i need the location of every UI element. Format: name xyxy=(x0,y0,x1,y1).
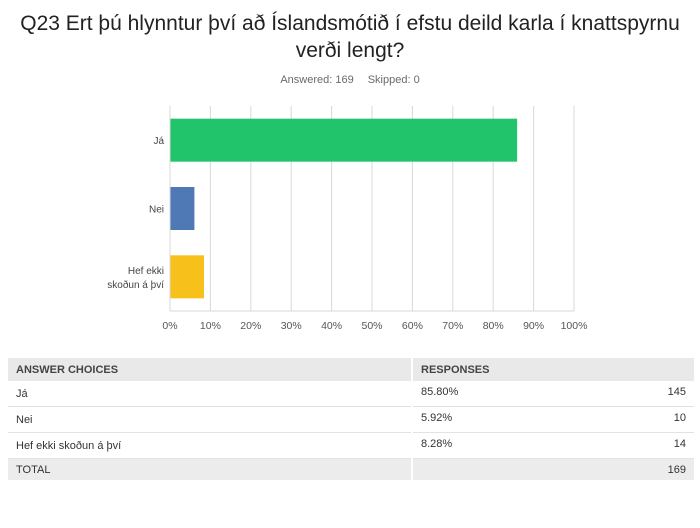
bar-3 xyxy=(170,255,204,299)
total-label: TOTAL xyxy=(8,458,413,480)
header-responses: RESPONSES xyxy=(412,358,694,381)
results-table: ANSWER CHOICES RESPONSES Já 85.80% 145 N… xyxy=(8,358,694,480)
response-cell: 5.92% 10 xyxy=(412,406,694,433)
total-row: TOTAL 169 xyxy=(8,458,694,480)
x-tick-label: 60% xyxy=(402,320,423,332)
response-cell: 8.28% 14 xyxy=(412,432,694,459)
response-percent: 85.80% xyxy=(421,386,459,398)
answer-choice-nei: Nei xyxy=(8,406,413,433)
table-row: Já 85.80% 145 xyxy=(8,381,694,407)
x-tick-label: 80% xyxy=(483,320,504,332)
response-percent: 8.28% xyxy=(421,438,453,450)
total-count: 169 xyxy=(667,464,686,476)
answered-count: Answered: 169 xyxy=(280,74,354,86)
x-tick-label: 90% xyxy=(523,320,544,332)
response-count: 14 xyxy=(673,438,686,450)
x-tick-label: 40% xyxy=(321,320,342,332)
bar-chart: 0% 10% 20% 30% 40% 50% 60% 70% 80% 90% 100% Já Nei He… xyxy=(107,106,588,332)
skipped-count: Skipped: 0 xyxy=(367,74,420,86)
category-label: Nei xyxy=(149,205,164,216)
table-row: Nei 5.92% 10 xyxy=(8,406,694,433)
table-row: Hef ekki skoðun á því 8.28% 14 xyxy=(8,432,694,459)
response-cell: 85.80% 145 xyxy=(412,381,694,407)
x-tick-label: 70% xyxy=(442,320,463,332)
x-tick-label: 50% xyxy=(361,320,382,332)
answer-choice-hef-ekki: Hef ekki skoðun á því xyxy=(8,432,413,459)
category-label: skoðun á því xyxy=(107,279,164,291)
response-percent: 5.92% xyxy=(421,412,453,424)
x-tick-label: 0% xyxy=(162,320,177,332)
question-title: Q23 Ert þú hlynntur því að Íslandsmótið … xyxy=(20,12,680,62)
x-tick-label: 100% xyxy=(561,320,588,332)
answer-choice-ja: Já xyxy=(8,381,413,407)
response-count: 10 xyxy=(673,412,686,424)
response-stats: Answered: 169 Skipped: 0 xyxy=(0,74,700,86)
header-answer-choices: ANSWER CHOICES xyxy=(8,358,413,381)
bar-2 xyxy=(170,187,195,230)
x-tick-label: 20% xyxy=(240,320,261,332)
category-label: Hef ekki xyxy=(128,266,164,277)
x-tick-label: 30% xyxy=(281,320,302,332)
table-header-row: ANSWER CHOICES RESPONSES xyxy=(8,358,694,381)
x-tick-label: 10% xyxy=(200,320,221,332)
category-label: Já xyxy=(153,136,164,147)
bar-1 xyxy=(170,118,518,162)
total-cell: 169 xyxy=(412,458,694,480)
response-count: 145 xyxy=(667,386,686,398)
